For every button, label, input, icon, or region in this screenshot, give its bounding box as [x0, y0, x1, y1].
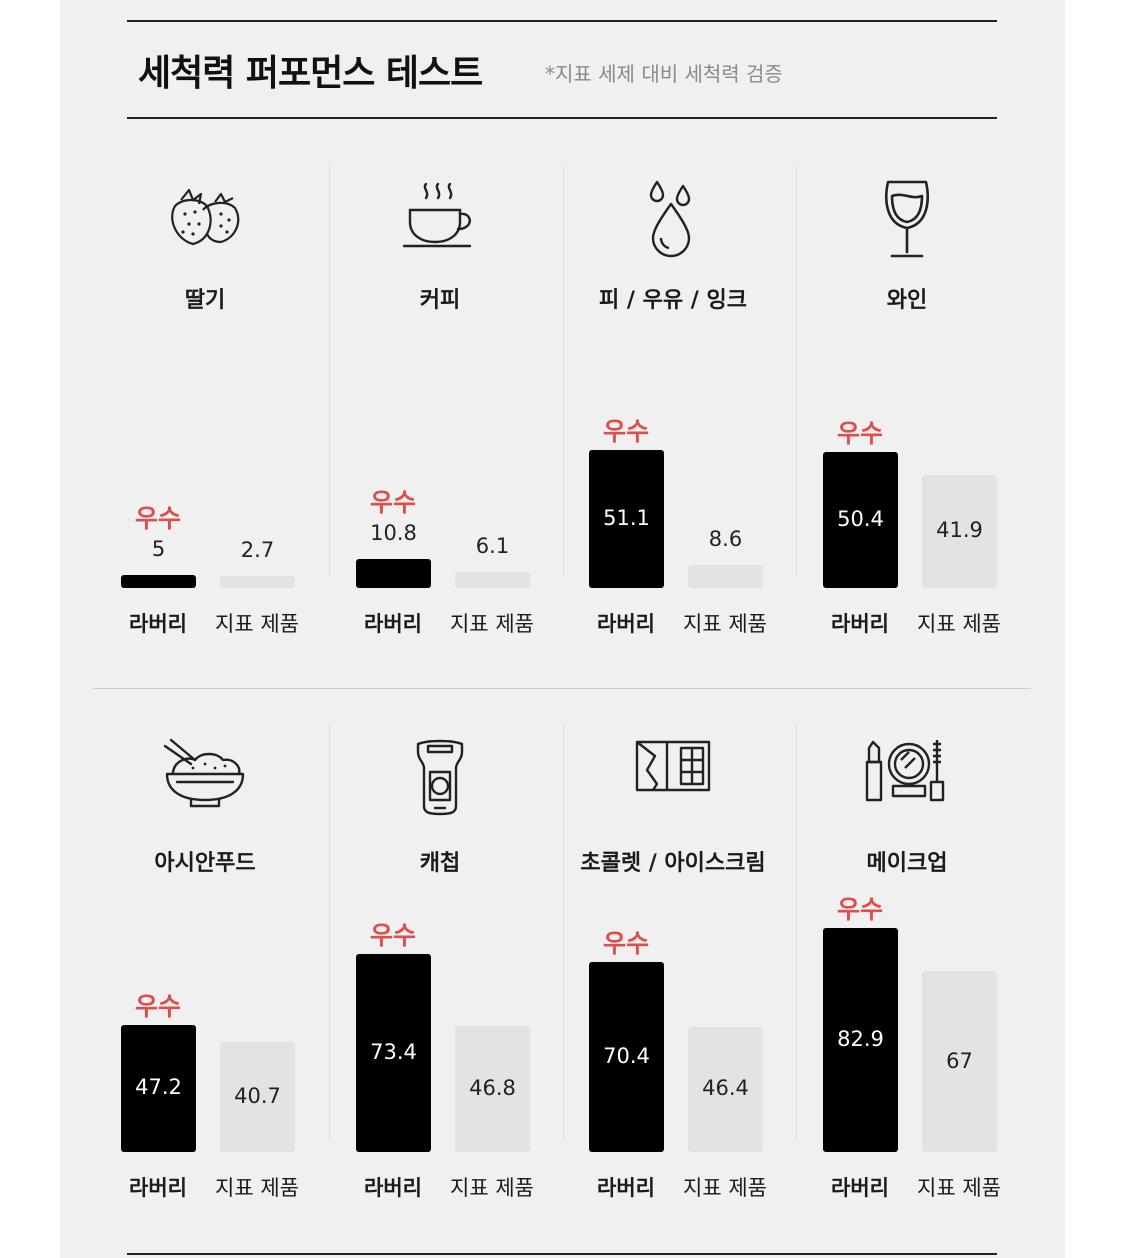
bar-label-ours: 라버리 — [831, 1176, 889, 1200]
bar-reference — [455, 1025, 530, 1152]
category-label: 커피 — [419, 288, 461, 313]
category-label: 메이크업 — [866, 851, 948, 876]
bar-label-reference: 지표 제품 — [683, 1176, 767, 1200]
column-separator — [563, 166, 564, 576]
bar-label-reference: 지표 제품 — [683, 612, 767, 636]
excellent-badge: 우수 — [369, 920, 416, 950]
bar-ours — [121, 574, 196, 588]
bar-ours — [121, 1024, 196, 1152]
value-label-reference: 40.7 — [234, 1084, 281, 1109]
strawberry-icon — [165, 180, 245, 248]
category-label: 아시안푸드 — [154, 851, 256, 876]
bar-label-ours: 라버리 — [831, 612, 889, 636]
bar-ours — [589, 450, 664, 588]
category-label: 와인 — [886, 288, 928, 313]
drops-icon — [645, 180, 701, 258]
column-separator — [563, 724, 564, 1140]
bar-ours — [589, 961, 664, 1152]
value-label-reference: 67 — [946, 1048, 973, 1073]
bar-label-reference: 지표 제품 — [450, 612, 534, 636]
bar-label-ours: 라버리 — [364, 612, 422, 636]
value-label-ours: 10.8 — [370, 520, 417, 545]
wine-glass-icon — [882, 180, 932, 260]
bar-label-reference: 지표 제품 — [450, 1176, 534, 1200]
column-separator — [329, 166, 330, 576]
bar-label-ours: 라버리 — [129, 612, 187, 636]
bar-reference — [220, 1042, 295, 1152]
bar-ours — [356, 953, 431, 1152]
value-label-reference: 2.7 — [240, 538, 275, 562]
value-label-ours: 47.2 — [135, 1075, 182, 1100]
rice-bowl-icon — [163, 738, 247, 808]
excellent-badge: 우수 — [369, 487, 416, 517]
excellent-badge: 우수 — [602, 928, 649, 958]
bar-reference — [688, 1026, 763, 1152]
bar-reference — [455, 571, 530, 588]
category-label: 딸기 — [184, 288, 226, 313]
value-label-ours: 50.4 — [837, 506, 884, 531]
bar-ours — [823, 928, 898, 1152]
value-label-ours: 51.1 — [603, 506, 650, 530]
excellent-badge: 우수 — [134, 991, 181, 1021]
bar-label-ours: 라버리 — [597, 1176, 655, 1200]
value-label-ours: 70.4 — [603, 1043, 650, 1068]
bar-label-reference: 지표 제품 — [215, 612, 299, 636]
bar-label-reference: 지표 제품 — [917, 612, 1001, 636]
coffee-cup-icon — [402, 180, 478, 252]
ketchup-bottle-icon — [412, 738, 468, 818]
bar-label-reference: 지표 제품 — [215, 1176, 299, 1200]
value-label-reference: 46.4 — [702, 1076, 749, 1101]
excellent-badge: 우수 — [836, 895, 883, 925]
excellent-badge: 우수 — [602, 417, 649, 447]
bar-reference — [922, 971, 997, 1152]
bar-label-reference: 지표 제품 — [917, 1176, 1001, 1200]
top-rule — [127, 20, 997, 22]
column-separator — [796, 166, 797, 576]
excellent-badge: 우수 — [836, 418, 883, 448]
value-label-ours: 82.9 — [837, 1027, 884, 1052]
column-separator — [796, 724, 797, 1140]
section-divider — [93, 688, 1031, 689]
page-title: 세척력 퍼포먼스 테스트 — [138, 53, 483, 94]
bar-reference — [688, 564, 763, 588]
bottom-rule — [127, 1253, 997, 1255]
bar-label-ours: 라버리 — [597, 612, 655, 636]
category-label: 초콜렛 / 아이스크림 — [580, 851, 766, 876]
value-label-reference: 8.6 — [708, 526, 743, 551]
header-rule — [127, 117, 997, 119]
makeup-icon — [865, 738, 949, 802]
page-subtitle: *지표 세제 대비 세척력 검증 — [545, 62, 783, 86]
excellent-badge: 우수 — [134, 503, 181, 533]
value-label-ours: 73.4 — [370, 1039, 417, 1064]
category-label: 캐첩 — [419, 851, 461, 876]
value-label-reference: 41.9 — [936, 518, 983, 543]
category-label: 피 / 우유 / 잉크 — [599, 288, 747, 313]
bar-ours — [823, 451, 898, 588]
bar-ours — [356, 558, 431, 588]
bar-reference — [220, 576, 295, 588]
value-label-reference: 6.1 — [475, 533, 510, 558]
value-label-reference: 46.8 — [469, 1075, 516, 1100]
chocolate-bar-icon — [633, 738, 713, 794]
bar-label-ours: 라버리 — [364, 1176, 422, 1200]
bar-label-ours: 라버리 — [129, 1176, 187, 1200]
bar-reference — [922, 474, 997, 588]
value-label-ours: 5 — [151, 536, 166, 561]
column-separator — [329, 724, 330, 1140]
